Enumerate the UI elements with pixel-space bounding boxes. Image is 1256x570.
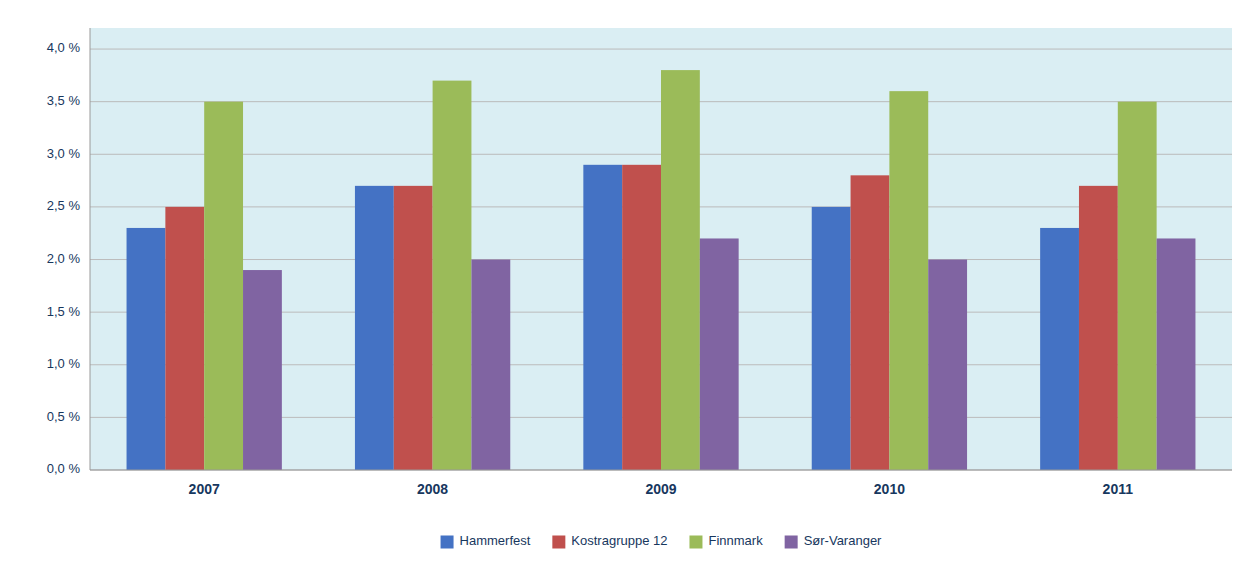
legend-item: Finnmark — [689, 533, 763, 548]
bar — [622, 165, 661, 470]
bar — [1040, 228, 1079, 470]
bar — [1118, 102, 1157, 470]
y-tick-label: 3,5 % — [47, 93, 81, 108]
y-tick-label: 1,5 % — [47, 304, 81, 319]
grid-line — [90, 49, 1232, 50]
legend-swatch — [689, 536, 702, 549]
y-tick-label: 2,0 % — [47, 251, 81, 266]
y-axis: 0,0 % 0,5 % 1,0 % 1,5 % 2,0 % 2,5 % 3,0 % 3,5 %… — [47, 28, 1232, 476]
bars — [127, 70, 1196, 470]
legend-item: Sør-Varanger — [785, 533, 882, 548]
bar — [355, 186, 394, 470]
legend-label: Hammerfest — [460, 533, 531, 548]
plot-background — [90, 28, 1232, 470]
legend-swatch — [785, 536, 798, 549]
bar — [1079, 186, 1118, 470]
bar — [127, 228, 166, 470]
bar — [1157, 238, 1196, 470]
x-tick-label: 2010 — [874, 481, 905, 497]
legend-label: Finnmark — [708, 533, 763, 548]
y-tick-label: 4,0 % — [47, 40, 81, 55]
x-tick-label: 2008 — [417, 481, 448, 497]
bar — [812, 207, 851, 470]
page: {"chart_data": { "type": "bar", "categor… — [0, 0, 1256, 570]
y-tick-label: 0,5 % — [47, 409, 81, 424]
chart: 0,0 % 0,5 % 1,0 % 1,5 % 2,0 % 2,5 % 3,0 % 3,5 %… — [0, 0, 1256, 570]
legend-item: Kostragruppe 12 — [552, 533, 667, 548]
bar — [471, 260, 510, 470]
bar — [394, 186, 433, 470]
y-tick-label: 3,0 % — [47, 146, 81, 161]
bar — [851, 175, 890, 470]
y-tick-label: 2,5 % — [47, 198, 81, 213]
y-tick-label: 0,0 % — [47, 461, 81, 476]
y-axis-line — [90, 28, 91, 470]
legend-swatch — [441, 536, 454, 549]
bar — [700, 238, 739, 470]
legend-swatch — [552, 536, 565, 549]
bar — [928, 260, 967, 470]
bar — [583, 165, 622, 470]
bar — [889, 91, 928, 470]
bar — [243, 270, 282, 470]
legend-item: Hammerfest — [441, 533, 531, 548]
x-axis: 2007 2008 2009 2010 2011 — [189, 481, 1134, 497]
bar — [661, 70, 700, 470]
bar — [165, 207, 204, 470]
y-tick-label: 1,0 % — [47, 356, 81, 371]
x-axis-line — [90, 470, 1232, 471]
x-tick-label: 2009 — [645, 481, 676, 497]
grid-line — [90, 470, 1232, 471]
x-tick-label: 2007 — [189, 481, 220, 497]
legend-label: Sør-Varanger — [804, 533, 882, 548]
bar — [204, 102, 243, 470]
x-tick-label: 2011 — [1103, 481, 1134, 497]
bar — [433, 81, 472, 470]
legend: Hammerfest Kostragruppe 12 Finnmark Sør-Var… — [441, 533, 883, 548]
legend-label: Kostragruppe 12 — [571, 533, 667, 548]
